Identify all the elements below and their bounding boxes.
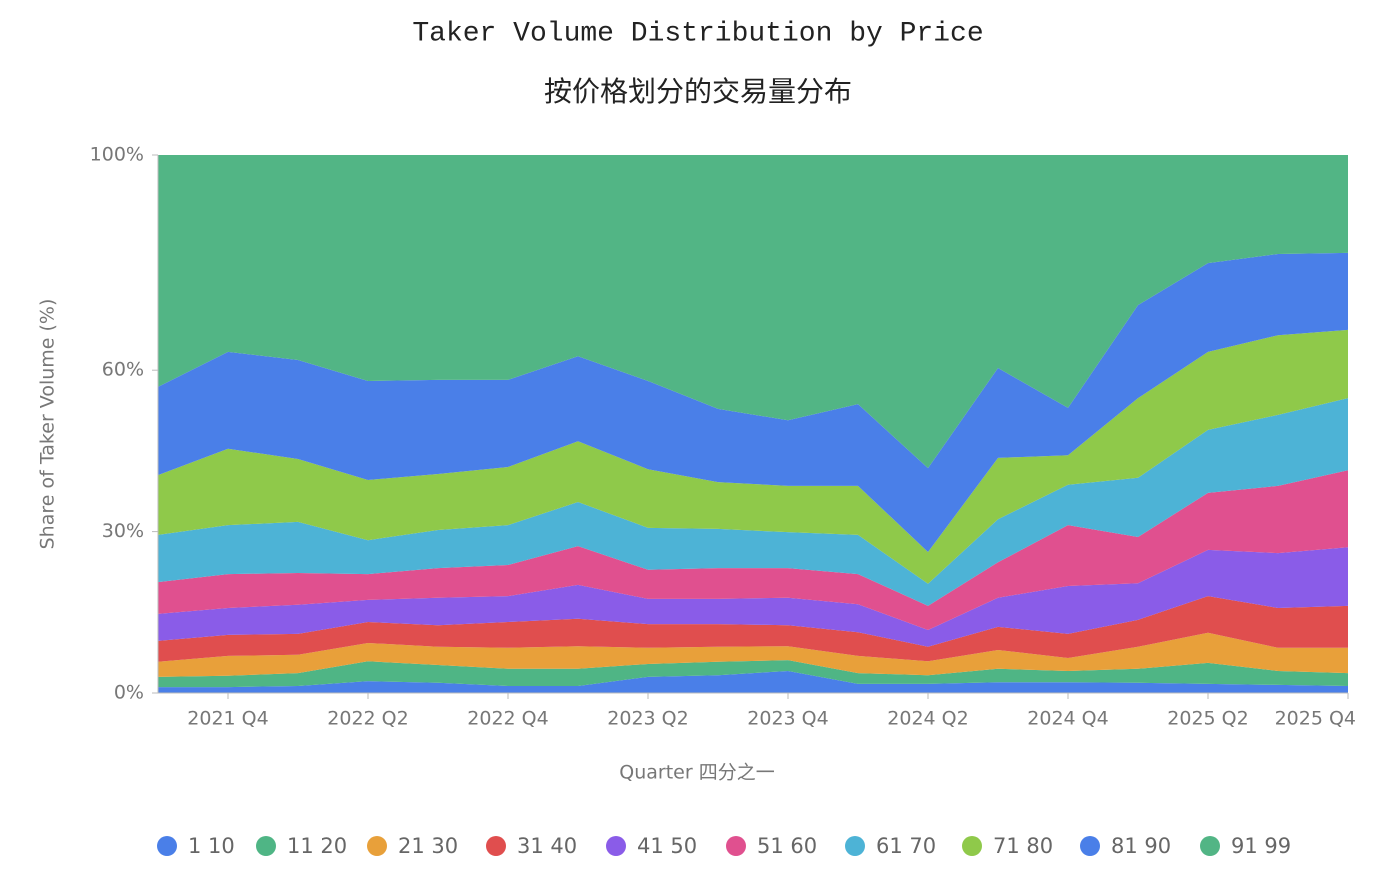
y-axis-label: Share of Taker Volume (%) (37, 299, 59, 550)
legend-text: 21 30 (398, 834, 458, 858)
x-tick-label: 2022 Q2 (327, 708, 408, 730)
x-tick-label: 2023 Q4 (747, 708, 828, 730)
y-tick-label: 0% (114, 682, 144, 704)
legend-text: 61 70 (876, 834, 936, 858)
legend-text: 11 20 (287, 834, 347, 858)
area (158, 670, 1348, 693)
legend-marker (367, 836, 387, 856)
x-tick-label: 2025 Q4 (1275, 708, 1356, 730)
legend-text: 51 60 (757, 834, 817, 858)
legend-text: 1 10 (188, 834, 235, 858)
x-tick-label: 2024 Q2 (887, 708, 968, 730)
legend-marker (845, 836, 865, 856)
area (158, 329, 1348, 584)
legend-marker (1080, 836, 1100, 856)
legend-text: 31 40 (517, 834, 577, 858)
chart-subtitle: 按价格划分的交易量分布 (544, 75, 852, 108)
x-tick-label: 2025 Q2 (1167, 708, 1248, 730)
legend-text: 81 90 (1111, 834, 1171, 858)
area (158, 596, 1348, 662)
x-tick-label: 2022 Q4 (467, 708, 548, 730)
y-tick-label: 100% (90, 144, 144, 166)
area (158, 155, 1348, 469)
x-axis-label: Quarter 四分之一 (619, 762, 774, 784)
legend-text: 91 99 (1231, 834, 1291, 858)
legend-marker (962, 836, 982, 856)
area (158, 252, 1348, 553)
legend-marker (256, 836, 276, 856)
area (158, 660, 1348, 688)
area (158, 398, 1348, 606)
legend-marker (157, 836, 177, 856)
plot-area (158, 155, 1348, 693)
x-tick-label: 2024 Q4 (1027, 708, 1108, 730)
legend-marker (606, 836, 626, 856)
y-tick-label: 30% (102, 520, 144, 542)
x-tick-label: 2023 Q2 (607, 708, 688, 730)
area (158, 632, 1348, 677)
legend-marker (726, 836, 746, 856)
y-tick-label: 60% (102, 359, 144, 381)
legend-marker (486, 836, 506, 856)
legend-marker (1200, 836, 1220, 856)
area (158, 547, 1348, 647)
legend-text: 71 80 (993, 834, 1053, 858)
x-tick-label: 2021 Q4 (187, 708, 268, 730)
chart-title: Taker Volume Distribution by Price (412, 18, 983, 49)
area (158, 470, 1348, 631)
legend-text: 41 50 (637, 834, 697, 858)
